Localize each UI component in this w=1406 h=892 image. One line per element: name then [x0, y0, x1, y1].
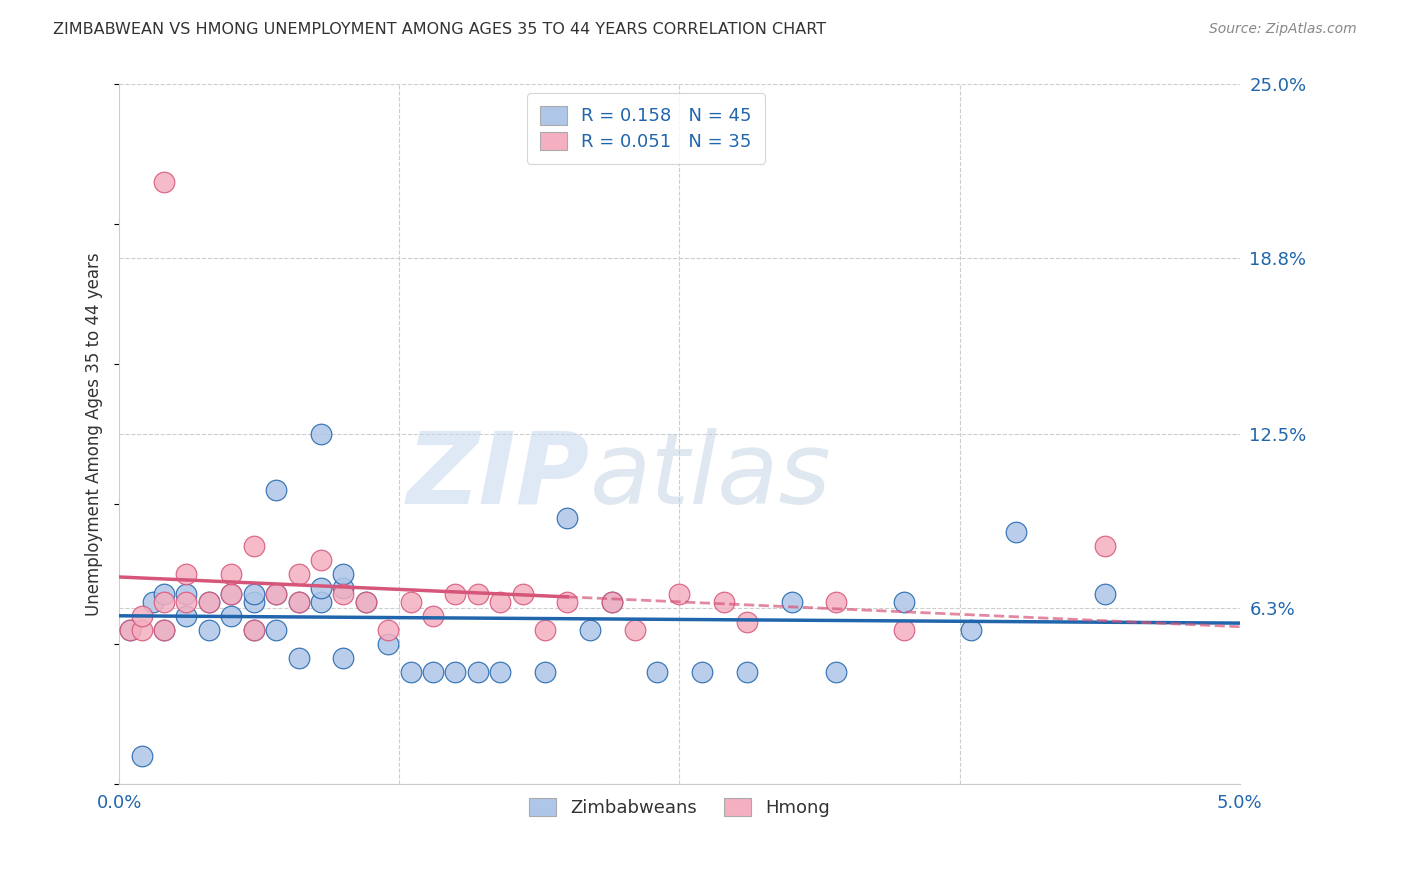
- Point: [264, 587, 287, 601]
- Point: [198, 624, 221, 638]
- Point: [142, 595, 165, 609]
- Point: [198, 595, 221, 609]
- Text: ZIMBABWEAN VS HMONG UNEMPLOYMENT AMONG AGES 35 TO 44 YEARS CORRELATION CHART: ZIMBABWEAN VS HMONG UNEMPLOYMENT AMONG A…: [53, 22, 827, 37]
- Text: atlas: atlas: [591, 428, 831, 524]
- Point: [399, 595, 422, 609]
- Point: [489, 665, 512, 680]
- Point: [131, 749, 153, 764]
- Point: [176, 587, 198, 601]
- Point: [645, 665, 668, 680]
- Point: [120, 624, 142, 638]
- Point: [176, 567, 198, 582]
- Point: [309, 595, 332, 609]
- Point: [893, 624, 915, 638]
- Point: [153, 595, 176, 609]
- Point: [735, 665, 758, 680]
- Point: [780, 595, 803, 609]
- Point: [242, 595, 264, 609]
- Point: [354, 595, 377, 609]
- Point: [287, 651, 309, 665]
- Point: [131, 609, 153, 624]
- Point: [242, 587, 264, 601]
- Point: [579, 624, 602, 638]
- Legend: Zimbabweans, Hmong: Zimbabweans, Hmong: [522, 790, 838, 824]
- Point: [176, 609, 198, 624]
- Point: [153, 176, 176, 190]
- Point: [309, 582, 332, 596]
- Point: [354, 595, 377, 609]
- Point: [1094, 540, 1116, 554]
- Point: [422, 609, 444, 624]
- Point: [287, 595, 309, 609]
- Point: [176, 595, 198, 609]
- Point: [893, 595, 915, 609]
- Point: [512, 587, 534, 601]
- Point: [377, 637, 399, 651]
- Point: [534, 665, 557, 680]
- Point: [221, 567, 243, 582]
- Point: [623, 624, 645, 638]
- Point: [287, 567, 309, 582]
- Point: [713, 595, 735, 609]
- Point: [198, 595, 221, 609]
- Point: [221, 587, 243, 601]
- Point: [221, 587, 243, 601]
- Point: [264, 587, 287, 601]
- Point: [242, 624, 264, 638]
- Point: [120, 624, 142, 638]
- Point: [959, 624, 981, 638]
- Point: [467, 665, 489, 680]
- Point: [332, 582, 354, 596]
- Point: [153, 624, 176, 638]
- Point: [221, 609, 243, 624]
- Point: [153, 624, 176, 638]
- Point: [668, 587, 690, 601]
- Point: [242, 624, 264, 638]
- Point: [264, 483, 287, 498]
- Point: [309, 427, 332, 442]
- Point: [825, 595, 848, 609]
- Point: [825, 665, 848, 680]
- Point: [534, 624, 557, 638]
- Point: [489, 595, 512, 609]
- Point: [242, 540, 264, 554]
- Point: [377, 624, 399, 638]
- Point: [153, 587, 176, 601]
- Point: [557, 595, 579, 609]
- Point: [444, 587, 467, 601]
- Point: [600, 595, 623, 609]
- Text: ZIP: ZIP: [406, 428, 591, 524]
- Point: [1004, 525, 1026, 540]
- Point: [287, 595, 309, 609]
- Point: [690, 665, 713, 680]
- Text: Source: ZipAtlas.com: Source: ZipAtlas.com: [1209, 22, 1357, 37]
- Point: [309, 553, 332, 567]
- Point: [600, 595, 623, 609]
- Point: [131, 624, 153, 638]
- Point: [264, 624, 287, 638]
- Point: [422, 665, 444, 680]
- Point: [332, 587, 354, 601]
- Point: [444, 665, 467, 680]
- Point: [1094, 587, 1116, 601]
- Point: [332, 651, 354, 665]
- Y-axis label: Unemployment Among Ages 35 to 44 years: Unemployment Among Ages 35 to 44 years: [86, 252, 103, 616]
- Point: [467, 587, 489, 601]
- Point: [735, 615, 758, 629]
- Point: [332, 567, 354, 582]
- Point: [399, 665, 422, 680]
- Point: [557, 511, 579, 525]
